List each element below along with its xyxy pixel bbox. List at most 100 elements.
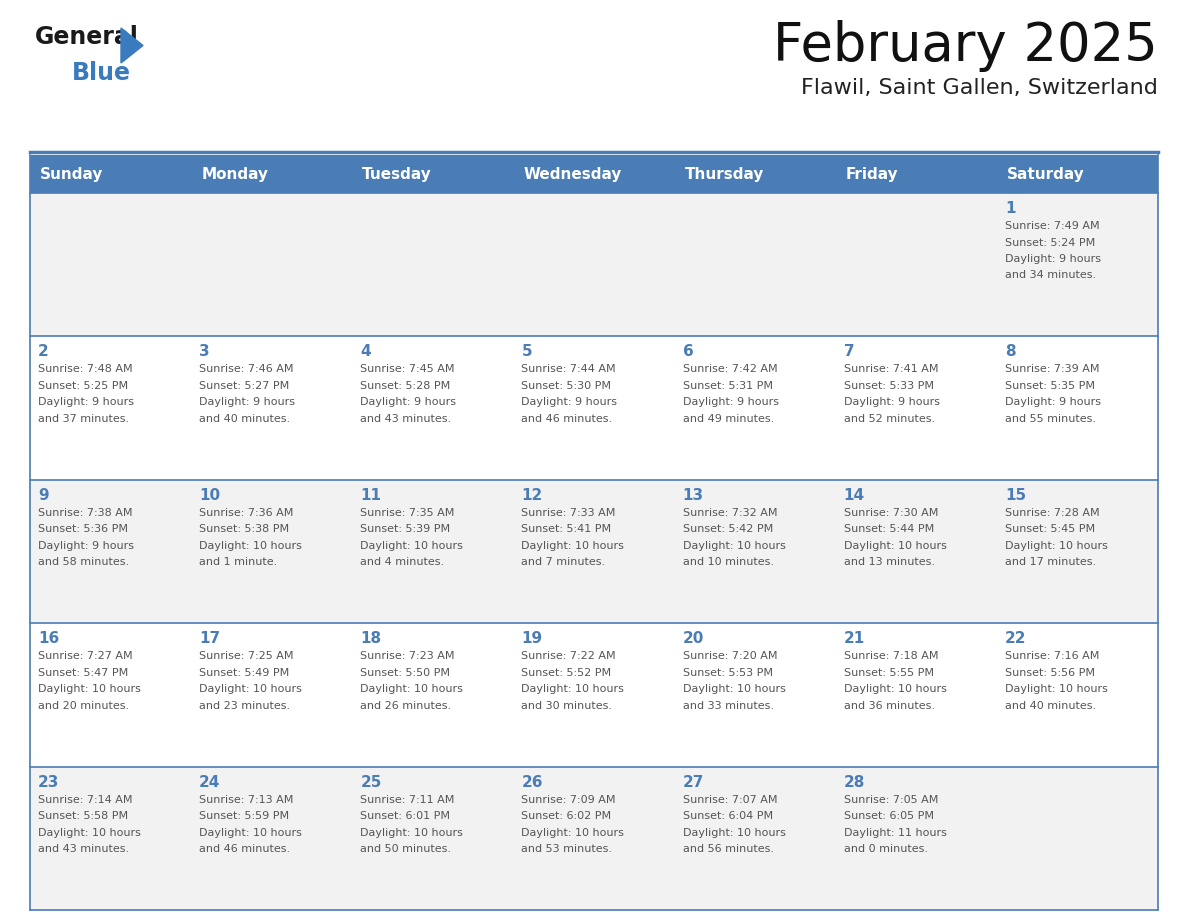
Text: Monday: Monday (201, 166, 268, 182)
Text: and 4 minutes.: and 4 minutes. (360, 557, 444, 567)
Text: Sunrise: 7:44 AM: Sunrise: 7:44 AM (522, 364, 617, 375)
Text: and 43 minutes.: and 43 minutes. (38, 844, 129, 854)
Text: Flawil, Saint Gallen, Switzerland: Flawil, Saint Gallen, Switzerland (801, 78, 1158, 98)
Text: Daylight: 10 hours: Daylight: 10 hours (522, 684, 625, 694)
Polygon shape (121, 28, 143, 63)
Text: 20: 20 (683, 632, 704, 646)
Text: Sunset: 6:04 PM: Sunset: 6:04 PM (683, 812, 772, 821)
Text: Sunset: 5:39 PM: Sunset: 5:39 PM (360, 524, 450, 534)
Text: Sunrise: 7:23 AM: Sunrise: 7:23 AM (360, 651, 455, 661)
Text: Sunset: 5:42 PM: Sunset: 5:42 PM (683, 524, 773, 534)
Text: Saturday: Saturday (1007, 166, 1085, 182)
Text: Sunrise: 7:36 AM: Sunrise: 7:36 AM (200, 508, 293, 518)
Text: Sunset: 5:25 PM: Sunset: 5:25 PM (38, 381, 128, 391)
Text: Daylight: 9 hours: Daylight: 9 hours (38, 541, 134, 551)
Text: Daylight: 9 hours: Daylight: 9 hours (1005, 254, 1101, 264)
Text: Daylight: 10 hours: Daylight: 10 hours (843, 541, 947, 551)
Text: and 52 minutes.: and 52 minutes. (843, 414, 935, 424)
Text: Sunset: 5:45 PM: Sunset: 5:45 PM (1005, 524, 1095, 534)
Text: and 36 minutes.: and 36 minutes. (843, 700, 935, 711)
Text: Sunrise: 7:33 AM: Sunrise: 7:33 AM (522, 508, 615, 518)
Text: Sunset: 5:49 PM: Sunset: 5:49 PM (200, 667, 290, 677)
Text: 27: 27 (683, 775, 704, 789)
Text: General: General (34, 25, 139, 49)
Text: Sunrise: 7:39 AM: Sunrise: 7:39 AM (1005, 364, 1099, 375)
Text: Sunset: 5:44 PM: Sunset: 5:44 PM (843, 524, 934, 534)
Text: Sunrise: 7:07 AM: Sunrise: 7:07 AM (683, 795, 777, 804)
Text: and 30 minutes.: and 30 minutes. (522, 700, 613, 711)
Text: Sunrise: 7:48 AM: Sunrise: 7:48 AM (38, 364, 133, 375)
Text: 23: 23 (38, 775, 59, 789)
Text: 10: 10 (200, 487, 220, 503)
Text: Daylight: 10 hours: Daylight: 10 hours (683, 541, 785, 551)
Text: Sunset: 6:01 PM: Sunset: 6:01 PM (360, 812, 450, 821)
Text: and 49 minutes.: and 49 minutes. (683, 414, 773, 424)
Text: 25: 25 (360, 775, 381, 789)
Text: 19: 19 (522, 632, 543, 646)
Text: 24: 24 (200, 775, 221, 789)
Text: and 53 minutes.: and 53 minutes. (522, 844, 613, 854)
Text: Thursday: Thursday (684, 166, 764, 182)
Text: Daylight: 10 hours: Daylight: 10 hours (683, 684, 785, 694)
Text: Sunrise: 7:25 AM: Sunrise: 7:25 AM (200, 651, 293, 661)
Text: Sunrise: 7:32 AM: Sunrise: 7:32 AM (683, 508, 777, 518)
Text: 2: 2 (38, 344, 49, 360)
Text: Daylight: 9 hours: Daylight: 9 hours (843, 397, 940, 408)
Bar (30, 193, 1158, 336)
Text: Daylight: 10 hours: Daylight: 10 hours (360, 684, 463, 694)
Text: 22: 22 (1005, 632, 1026, 646)
Text: and 1 minute.: and 1 minute. (200, 557, 277, 567)
Text: 8: 8 (1005, 344, 1016, 360)
Text: Daylight: 10 hours: Daylight: 10 hours (38, 684, 141, 694)
Text: and 26 minutes.: and 26 minutes. (360, 700, 451, 711)
Text: Sunrise: 7:05 AM: Sunrise: 7:05 AM (843, 795, 939, 804)
Text: Daylight: 9 hours: Daylight: 9 hours (360, 397, 456, 408)
Text: Sunset: 5:50 PM: Sunset: 5:50 PM (360, 667, 450, 677)
Text: Daylight: 10 hours: Daylight: 10 hours (843, 684, 947, 694)
Text: Sunrise: 7:22 AM: Sunrise: 7:22 AM (522, 651, 617, 661)
Text: and 23 minutes.: and 23 minutes. (200, 700, 290, 711)
Text: 11: 11 (360, 487, 381, 503)
Text: 1: 1 (1005, 201, 1016, 216)
Text: Daylight: 10 hours: Daylight: 10 hours (522, 828, 625, 837)
Text: 4: 4 (360, 344, 371, 360)
Text: Sunrise: 7:13 AM: Sunrise: 7:13 AM (200, 795, 293, 804)
Text: Sunset: 5:38 PM: Sunset: 5:38 PM (200, 524, 289, 534)
Text: and 55 minutes.: and 55 minutes. (1005, 414, 1095, 424)
Bar (30, 336, 1158, 480)
Text: 9: 9 (38, 487, 49, 503)
Text: Sunrise: 7:38 AM: Sunrise: 7:38 AM (38, 508, 133, 518)
Text: and 20 minutes.: and 20 minutes. (38, 700, 129, 711)
Text: Sunset: 5:27 PM: Sunset: 5:27 PM (200, 381, 290, 391)
Text: Sunrise: 7:35 AM: Sunrise: 7:35 AM (360, 508, 455, 518)
Text: 17: 17 (200, 632, 220, 646)
Text: and 7 minutes.: and 7 minutes. (522, 557, 606, 567)
Text: and 40 minutes.: and 40 minutes. (200, 414, 290, 424)
Text: Daylight: 10 hours: Daylight: 10 hours (200, 541, 302, 551)
Text: Sunset: 5:33 PM: Sunset: 5:33 PM (843, 381, 934, 391)
Text: Daylight: 10 hours: Daylight: 10 hours (200, 828, 302, 837)
Text: Sunset: 5:47 PM: Sunset: 5:47 PM (38, 667, 128, 677)
Text: and 37 minutes.: and 37 minutes. (38, 414, 129, 424)
Text: Sunset: 5:56 PM: Sunset: 5:56 PM (1005, 667, 1095, 677)
Text: Sunset: 5:59 PM: Sunset: 5:59 PM (200, 812, 289, 821)
Text: Daylight: 9 hours: Daylight: 9 hours (522, 397, 618, 408)
Text: and 0 minutes.: and 0 minutes. (843, 844, 928, 854)
Text: Blue: Blue (72, 61, 131, 85)
Text: 7: 7 (843, 344, 854, 360)
Text: 28: 28 (843, 775, 865, 789)
Text: and 17 minutes.: and 17 minutes. (1005, 557, 1097, 567)
Text: Daylight: 9 hours: Daylight: 9 hours (200, 397, 295, 408)
Text: Sunset: 5:53 PM: Sunset: 5:53 PM (683, 667, 772, 677)
Text: 6: 6 (683, 344, 694, 360)
Text: and 46 minutes.: and 46 minutes. (522, 414, 613, 424)
Text: and 40 minutes.: and 40 minutes. (1005, 700, 1097, 711)
Text: Daylight: 9 hours: Daylight: 9 hours (38, 397, 134, 408)
Text: Sunrise: 7:11 AM: Sunrise: 7:11 AM (360, 795, 455, 804)
Text: Sunset: 5:36 PM: Sunset: 5:36 PM (38, 524, 128, 534)
Text: 14: 14 (843, 487, 865, 503)
Text: Sunset: 5:41 PM: Sunset: 5:41 PM (522, 524, 612, 534)
Text: Friday: Friday (846, 166, 898, 182)
Text: Sunrise: 7:46 AM: Sunrise: 7:46 AM (200, 364, 293, 375)
Text: Sunrise: 7:18 AM: Sunrise: 7:18 AM (843, 651, 939, 661)
